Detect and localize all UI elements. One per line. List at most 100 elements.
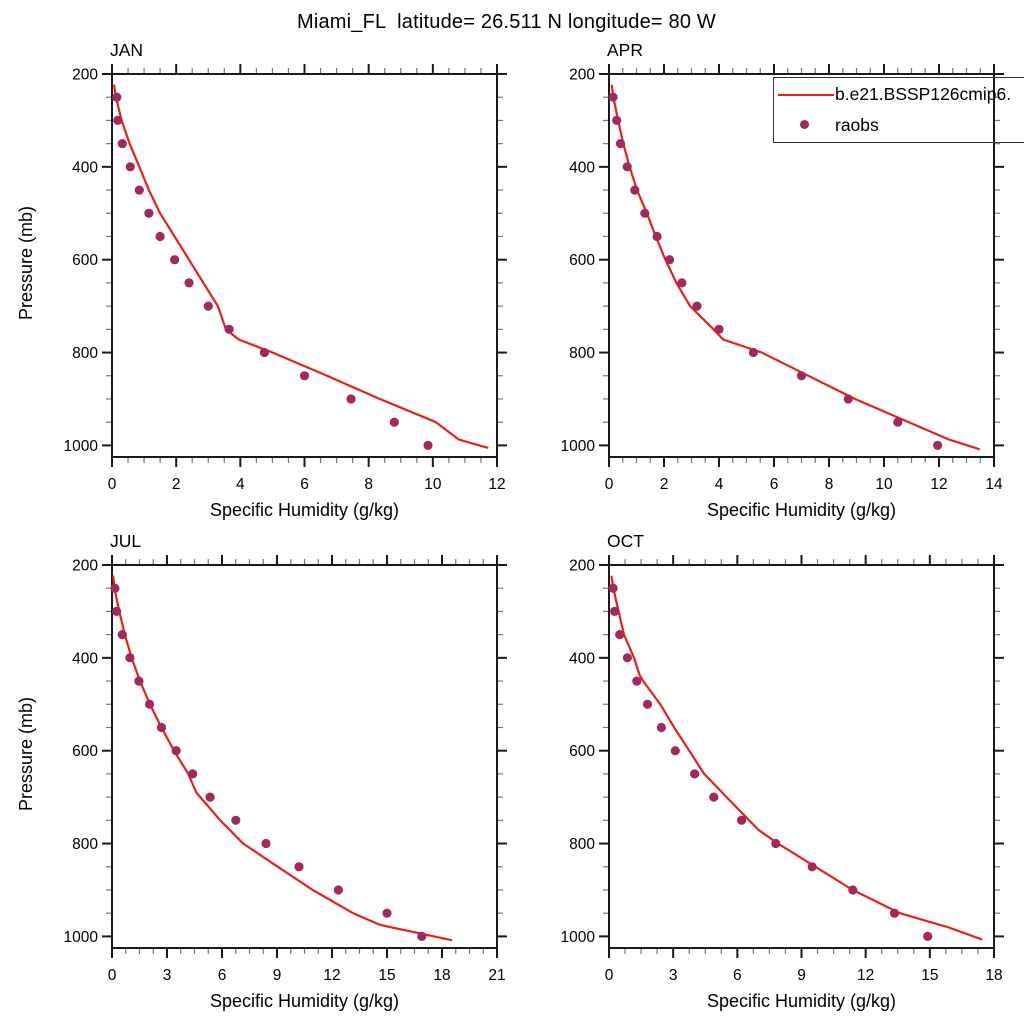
raobs-point	[170, 255, 180, 265]
raobs-point	[203, 301, 213, 311]
raobs-point	[259, 347, 269, 358]
x-axis-tick-labels: 0 2 4 6 8 10 12 14	[605, 476, 1003, 493]
raobs-point	[796, 371, 807, 381]
raobs-point	[622, 653, 632, 663]
svg-text:10: 10	[875, 476, 893, 493]
raobs-point	[231, 815, 241, 825]
panel-title-jan: JAN	[110, 40, 144, 60]
raobs-point	[205, 792, 215, 802]
svg-text:200: 200	[569, 558, 595, 575]
x-axis-tick-labels: 0 3 6 9 12 15 18 21	[108, 967, 506, 984]
svg-text:0: 0	[605, 476, 614, 493]
raobs-point	[737, 815, 747, 825]
minor-ticks	[106, 559, 503, 954]
svg-text:600: 600	[569, 252, 595, 269]
figure-title: Miami_FL latitude= 26.511 N longitude= 8…	[296, 11, 717, 33]
raobs-point	[656, 722, 666, 733]
legend-label-raobs: raobs	[835, 115, 879, 135]
svg-text:12: 12	[488, 476, 505, 493]
x-axis-title-apr: Specific Humidity (g/kg)	[706, 500, 897, 520]
svg-text:15: 15	[921, 967, 938, 984]
raobs-point	[642, 699, 653, 709]
raobs-point	[188, 769, 198, 779]
svg-text:12: 12	[930, 476, 947, 493]
raobs-point	[610, 606, 620, 616]
svg-text:1000: 1000	[561, 438, 596, 455]
raobs-point	[933, 440, 943, 450]
raobs-point	[299, 371, 310, 381]
y-axis-tick-labels: 200 400 600 800 1000	[64, 67, 99, 455]
svg-text:3: 3	[669, 967, 678, 984]
panel-title-jul: JUL	[110, 531, 142, 551]
raobs-point	[389, 417, 399, 427]
x-axis-title-jan: Specific Humidity (g/kg)	[209, 500, 400, 520]
panel-plot-oct: 0 3 6 9 12 15 18 200 400 600 800 1000	[561, 555, 1004, 984]
svg-text:200: 200	[569, 67, 595, 84]
svg-text:800: 800	[569, 345, 595, 362]
panel-apr: 0 2 4 6 8 10 12 14 200 400 600 800 1000	[551, 60, 1010, 497]
svg-text:9: 9	[273, 967, 282, 984]
y-axis-title-top-row: Pressure (mb)	[16, 205, 36, 321]
panel-title-apr: APR	[607, 40, 643, 60]
raobs-point	[110, 583, 120, 593]
svg-text:6: 6	[770, 476, 779, 493]
y-axis-tick-labels: 200 400 600 800 1000	[64, 558, 99, 946]
raobs-point	[664, 255, 675, 265]
svg-text:400: 400	[569, 650, 595, 667]
x-axis-tick-labels: 0 3 6 9 12 15 18	[605, 967, 1003, 984]
x-axis-tick-labels: 0 2 4 6 8 10 12	[108, 476, 506, 493]
svg-text:8: 8	[825, 476, 834, 493]
panel-plot-jul: 0 3 6 9 12 15 18 21 200 400 600 800 1000	[64, 555, 507, 984]
panel-plot-apr: 0 2 4 6 8 10 12 14 200 400 600 800 1000	[561, 64, 1004, 493]
svg-text:9: 9	[797, 967, 806, 984]
svg-text:0: 0	[108, 476, 117, 493]
raobs-point	[224, 324, 234, 334]
raobs-point	[261, 838, 271, 849]
y-axis-title-bottom-row: Pressure (mb)	[16, 696, 36, 812]
raobs-point	[690, 769, 700, 779]
svg-text:2: 2	[660, 476, 669, 493]
svg-text:3: 3	[163, 967, 172, 984]
panel-plot-jan: 0 2 4 6 8 10 12 200 400 600 800 1000	[64, 64, 507, 493]
svg-text:4: 4	[715, 476, 724, 493]
raobs-point	[155, 231, 165, 242]
svg-text:800: 800	[72, 836, 98, 853]
raobs-point	[134, 185, 144, 195]
raobs-point	[670, 746, 680, 756]
panel-title-oct: OCT	[607, 531, 644, 551]
svg-text:8: 8	[364, 476, 373, 493]
raobs-points	[112, 92, 433, 450]
plot-frame	[111, 564, 498, 949]
raobs-point	[382, 908, 392, 918]
svg-text:18: 18	[985, 967, 1002, 984]
svg-text:14: 14	[985, 476, 1003, 493]
raobs-point	[612, 115, 622, 125]
raobs-point	[692, 301, 702, 311]
raobs-point	[112, 606, 122, 616]
raobs-point	[893, 417, 903, 427]
y-axis-tick-labels: 200 400 600 800 1000	[561, 558, 596, 946]
raobs-point	[632, 676, 642, 686]
svg-text:21: 21	[488, 967, 505, 984]
raobs-point	[294, 862, 304, 872]
legend: b.e21.BSSP126cmip6. raobs	[773, 77, 1024, 143]
raobs-point	[923, 931, 933, 941]
raobs-point	[807, 862, 817, 872]
raobs-point	[145, 699, 155, 709]
raobs-point	[156, 722, 167, 733]
legend-label-model: b.e21.BSSP126cmip6.	[835, 84, 1012, 104]
raobs-points	[608, 92, 943, 450]
raobs-point	[423, 440, 433, 450]
raobs-point	[184, 278, 194, 288]
svg-text:800: 800	[569, 836, 595, 853]
svg-text:200: 200	[72, 67, 98, 84]
raobs-point	[640, 208, 650, 218]
raobs-points	[608, 583, 933, 941]
svg-text:15: 15	[378, 967, 395, 984]
raobs-point	[125, 653, 135, 663]
raobs-point	[652, 231, 662, 242]
raobs-point	[848, 885, 858, 895]
major-ticks	[599, 555, 1004, 958]
svg-text:12: 12	[323, 967, 340, 984]
